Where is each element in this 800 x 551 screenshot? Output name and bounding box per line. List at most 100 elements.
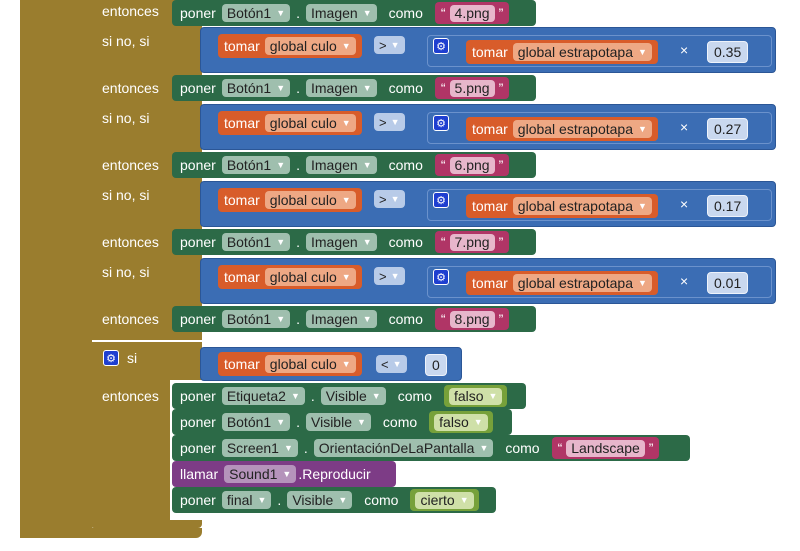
get-variable-block[interactable]: tomar global culo ▼ xyxy=(218,265,362,289)
component-dropdown[interactable]: Screen1 ▼ xyxy=(221,439,298,457)
variable-dropdown[interactable]: global culo ▼ xyxy=(264,114,356,132)
get-variable-block[interactable]: tomar global culo ▼ xyxy=(218,34,362,58)
set-button-image-block[interactable]: poner Botón1 ▼ . Imagen ▼ como “5.png” xyxy=(172,75,536,101)
text-block[interactable]: “Landscape” xyxy=(551,437,660,459)
triangle-down-icon: ▼ xyxy=(390,117,400,127)
property-dropdown[interactable]: Imagen ▼ xyxy=(306,233,377,251)
else-if-label: si no, si xyxy=(102,187,150,203)
number-field[interactable]: 0.01 xyxy=(707,272,749,294)
text-block[interactable]: “6.png” xyxy=(434,154,510,176)
variable-dropdown[interactable]: global culo ▼ xyxy=(264,268,356,286)
number-field[interactable]: 0.35 xyxy=(707,41,749,63)
text-value[interactable]: 8.png xyxy=(449,310,495,328)
property-dropdown[interactable]: Imagen ▼ xyxy=(306,4,377,22)
get-variable-block[interactable]: tomar global culo ▼ xyxy=(218,188,362,212)
set-verb: poner xyxy=(180,80,216,96)
triangle-down-icon: ▼ xyxy=(390,40,400,50)
component-dropdown[interactable]: Botón1 ▼ xyxy=(221,413,291,431)
number-field[interactable]: 0.27 xyxy=(707,118,749,140)
triangle-down-icon: ▼ xyxy=(392,359,402,369)
get-variable-block[interactable]: tomar global estrapotapa ▼ xyxy=(466,194,658,218)
operator-dropdown[interactable]: > ▼ xyxy=(374,113,405,131)
variable-dropdown[interactable]: global culo ▼ xyxy=(264,355,356,373)
text-value[interactable]: 6.png xyxy=(449,156,495,174)
then-label: entonces xyxy=(102,234,159,250)
property-dropdown[interactable]: Visible ▼ xyxy=(287,491,353,509)
variable-dropdown[interactable]: global estrapotapa ▼ xyxy=(512,197,652,215)
triangle-down-icon: ▼ xyxy=(276,160,286,170)
property-dropdown[interactable]: OrientaciónDeLaPantalla ▼ xyxy=(313,439,494,457)
set-button-image-block[interactable]: poner Botón1 ▼ . Imagen ▼ como “8.png” xyxy=(172,306,536,332)
boolean-dropdown[interactable]: cierto ▼ xyxy=(415,491,474,509)
variable-dropdown[interactable]: global estrapotapa ▼ xyxy=(512,43,652,61)
boolean-block[interactable]: cierto ▼ xyxy=(410,489,479,511)
component-dropdown[interactable]: Sound1 ▼ xyxy=(224,465,297,483)
get-variable-block[interactable]: tomar global estrapotapa ▼ xyxy=(466,117,658,141)
to-label: como xyxy=(388,157,423,173)
operator-dropdown[interactable]: < ▼ xyxy=(376,355,407,373)
get-variable-block[interactable]: tomar global culo ▼ xyxy=(218,111,362,135)
component-dropdown[interactable]: final ▼ xyxy=(221,491,272,509)
component-dropdown[interactable]: Botón1 ▼ xyxy=(221,310,291,328)
triangle-down-icon: ▼ xyxy=(473,417,483,427)
variable-dropdown[interactable]: global estrapotapa ▼ xyxy=(512,274,652,292)
gear-icon[interactable]: ⚙ xyxy=(433,38,449,54)
text-block[interactable]: “5.png” xyxy=(434,77,510,99)
set-button-image-block[interactable]: poner Botón1 ▼ . Imagen ▼ como “6.png” xyxy=(172,152,536,178)
set-final-visible-block[interactable]: poner final ▼ . Visible ▼ como cierto ▼ xyxy=(172,487,496,513)
set-screen-orientation-block[interactable]: poner Screen1 ▼ . OrientaciónDeLaPantalla… xyxy=(172,435,690,461)
call-sound-play-block[interactable]: llamar Sound1 ▼ .Reproducir xyxy=(172,461,396,487)
gear-icon[interactable]: ⚙ xyxy=(433,269,449,285)
component-dropdown[interactable]: Botón1 ▼ xyxy=(221,233,291,251)
variable-dropdown[interactable]: global culo ▼ xyxy=(264,191,356,209)
component-dropdown[interactable]: Botón1 ▼ xyxy=(221,4,291,22)
text-block[interactable]: “4.png” xyxy=(434,2,510,24)
set-button-image-block[interactable]: poner Botón1 ▼ . Imagen ▼ como “4.png” xyxy=(172,0,536,26)
variable-dropdown[interactable]: global estrapotapa ▼ xyxy=(512,120,652,138)
triangle-down-icon: ▼ xyxy=(362,83,372,93)
text-block[interactable]: “8.png” xyxy=(434,308,510,330)
to-label: como xyxy=(388,234,423,250)
triangle-down-icon: ▼ xyxy=(290,391,300,401)
get-variable-block[interactable]: tomar global estrapotapa ▼ xyxy=(466,271,658,295)
component-dropdown[interactable]: Etiqueta2 ▼ xyxy=(221,387,305,405)
triangle-down-icon: ▼ xyxy=(341,118,351,128)
gear-icon[interactable]: ⚙ xyxy=(103,350,119,366)
triangle-down-icon: ▼ xyxy=(276,314,286,324)
property-dropdown[interactable]: Imagen ▼ xyxy=(306,79,377,97)
boolean-dropdown[interactable]: falso ▼ xyxy=(434,413,488,431)
property-dropdown[interactable]: Visible ▼ xyxy=(320,387,386,405)
component-dropdown[interactable]: Botón1 ▼ xyxy=(221,156,291,174)
set-label-visible-block[interactable]: poner Etiqueta2 ▼ . Visible ▼ como falso ▼ xyxy=(172,383,526,409)
number-field[interactable]: 0 xyxy=(425,354,447,376)
number-field[interactable]: 0.17 xyxy=(707,195,749,217)
set-button-image-block[interactable]: poner Botón1 ▼ . Imagen ▼ como “7.png” xyxy=(172,229,536,255)
text-value[interactable]: Landscape xyxy=(566,439,645,457)
gear-icon[interactable]: ⚙ xyxy=(433,192,449,208)
variable-dropdown[interactable]: global culo ▼ xyxy=(264,37,356,55)
multiply-sign: × xyxy=(680,119,689,135)
text-value[interactable]: 5.png xyxy=(449,79,495,97)
operator-dropdown[interactable]: > ▼ xyxy=(374,267,405,285)
set-button-visible-block[interactable]: poner Botón1 ▼ . Visible ▼ como falso ▼ xyxy=(172,409,512,435)
property-dropdown[interactable]: Imagen ▼ xyxy=(306,156,377,174)
operator-dropdown[interactable]: > ▼ xyxy=(374,190,405,208)
component-dropdown[interactable]: Botón1 ▼ xyxy=(221,79,291,97)
boolean-block[interactable]: falso ▼ xyxy=(429,411,493,433)
text-value[interactable]: 7.png xyxy=(449,233,495,251)
get-variable-block[interactable]: tomar global culo ▼ xyxy=(218,352,362,376)
get-variable-block[interactable]: tomar global estrapotapa ▼ xyxy=(466,40,658,64)
text-value[interactable]: 4.png xyxy=(449,4,495,22)
to-label: como xyxy=(388,311,423,327)
triangle-down-icon: ▼ xyxy=(357,417,366,427)
boolean-block[interactable]: falso ▼ xyxy=(443,385,508,407)
triangle-down-icon: ▼ xyxy=(638,124,647,134)
property-dropdown[interactable]: Visible ▼ xyxy=(306,413,371,431)
boolean-dropdown[interactable]: falso ▼ xyxy=(448,387,503,405)
then-label: entonces xyxy=(102,80,159,96)
else-if-label: si no, si xyxy=(102,264,150,280)
gear-icon[interactable]: ⚙ xyxy=(433,115,449,131)
text-block[interactable]: “7.png” xyxy=(434,231,510,253)
property-dropdown[interactable]: Imagen ▼ xyxy=(306,310,377,328)
operator-dropdown[interactable]: > ▼ xyxy=(374,36,405,54)
